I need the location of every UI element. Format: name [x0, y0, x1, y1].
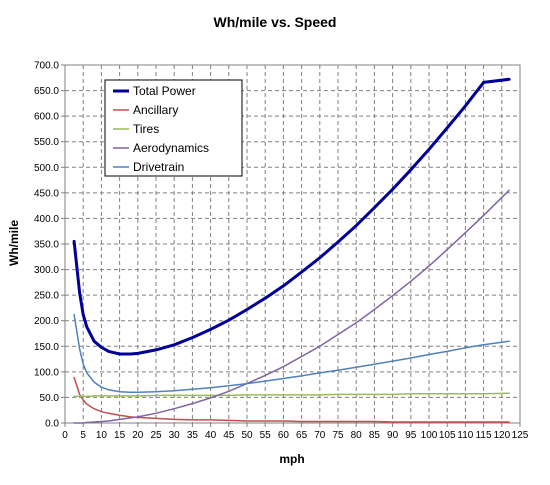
- legend-label-tires: Tires: [133, 122, 159, 136]
- y-tick-label: 450.0: [34, 188, 59, 199]
- legend-label-aerodynamics: Aerodynamics: [133, 141, 209, 155]
- y-tick-label: 350.0: [34, 240, 59, 251]
- y-tick-label: 150.0: [34, 342, 59, 353]
- legend-label-ancillary: Ancillary: [133, 103, 178, 117]
- series-line-tires: [73, 392, 510, 398]
- y-tick-label: 50.0: [40, 393, 60, 404]
- legend: Total Power Ancillary Tires Aerodynamics Dri…: [104, 79, 243, 177]
- series-lines: [72, 77, 511, 424]
- x-tick-label: 115: [476, 430, 492, 441]
- x-tick-label: 110: [457, 430, 473, 441]
- x-tick-label: 45: [223, 430, 235, 441]
- x-tick-label: 65: [296, 430, 308, 441]
- y-tick-label: 500.0: [34, 163, 59, 174]
- legend-label-total-power: Total Power: [133, 84, 196, 98]
- x-tick-label: 20: [132, 430, 144, 441]
- x-tick-label: 10: [96, 430, 108, 441]
- x-tick-label: 25: [150, 430, 162, 441]
- series-line-total-power: [72, 77, 511, 356]
- x-tick-label: 55: [260, 430, 272, 441]
- series-line-aerodynamics: [73, 189, 510, 424]
- y-tick-label: 0.0: [45, 419, 59, 430]
- x-tick-label: 100: [421, 430, 438, 441]
- x-tick-label: 85: [369, 430, 381, 441]
- x-tick-label: 30: [169, 430, 181, 441]
- x-tick-label: 75: [332, 430, 344, 441]
- y-tick-label: 600.0: [34, 112, 59, 123]
- x-tick-label: 125: [512, 430, 529, 441]
- x-tick-label: 5: [80, 430, 86, 441]
- x-tick-label: 50: [241, 430, 253, 441]
- x-tick-label: 90: [387, 430, 399, 441]
- y-tick-label: 250.0: [34, 291, 59, 302]
- y-tick-label: 550.0: [34, 137, 59, 148]
- x-tick-label: 70: [314, 430, 326, 441]
- x-tick-label: 95: [405, 430, 417, 441]
- x-tick-label: 105: [439, 430, 456, 441]
- y-tick-label: 100.0: [34, 367, 59, 378]
- y-tick-label: 300.0: [34, 265, 59, 276]
- y-tick-label: 650.0: [34, 86, 59, 97]
- legend-box: [104, 79, 243, 177]
- x-tick-label: 40: [205, 430, 217, 441]
- y-axis-title: Wh/mile: [7, 220, 21, 266]
- x-tick-label: 120: [493, 430, 510, 441]
- x-tick-label: 0: [62, 430, 68, 441]
- chart-title: Wh/mile vs. Speed: [214, 14, 337, 30]
- x-axis-title: mph: [279, 452, 304, 466]
- series-line-drivetrain: [73, 313, 510, 394]
- y-tick-label: 700.0: [34, 61, 59, 72]
- y-tick-label: 400.0: [34, 214, 59, 225]
- axis-ticks: 0.050.0100.0150.0200.0250.0300.0350.0400…: [34, 61, 529, 442]
- x-tick-label: 80: [351, 430, 363, 441]
- series-line-ancillary: [73, 376, 510, 423]
- y-tick-label: 200.0: [34, 316, 59, 327]
- x-tick-label: 60: [278, 430, 290, 441]
- x-tick-label: 35: [187, 430, 199, 441]
- legend-label-drivetrain: Drivetrain: [133, 160, 184, 174]
- x-tick-label: 15: [114, 430, 126, 441]
